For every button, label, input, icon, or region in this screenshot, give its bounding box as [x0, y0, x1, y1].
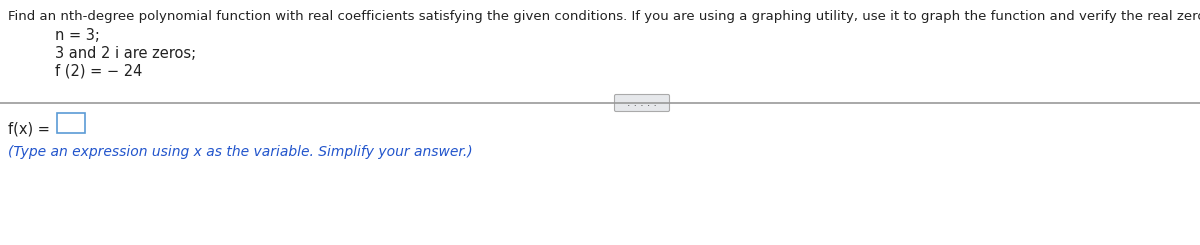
- Text: (Type an expression using x as the variable. Simplify your answer.): (Type an expression using x as the varia…: [8, 145, 473, 159]
- Text: 3 and 2 i are zeros;: 3 and 2 i are zeros;: [55, 46, 196, 61]
- Text: Find an nth-degree polynomial function with real coefficients satisfying the giv: Find an nth-degree polynomial function w…: [8, 10, 1200, 23]
- Text: n = 3;: n = 3;: [55, 28, 100, 43]
- Text: f(x) =: f(x) =: [8, 121, 50, 136]
- Text: . . . . .: . . . . .: [628, 98, 656, 108]
- Text: f (2) = − 24: f (2) = − 24: [55, 63, 143, 78]
- FancyBboxPatch shape: [614, 95, 670, 111]
- Bar: [58, 113, 85, 133]
